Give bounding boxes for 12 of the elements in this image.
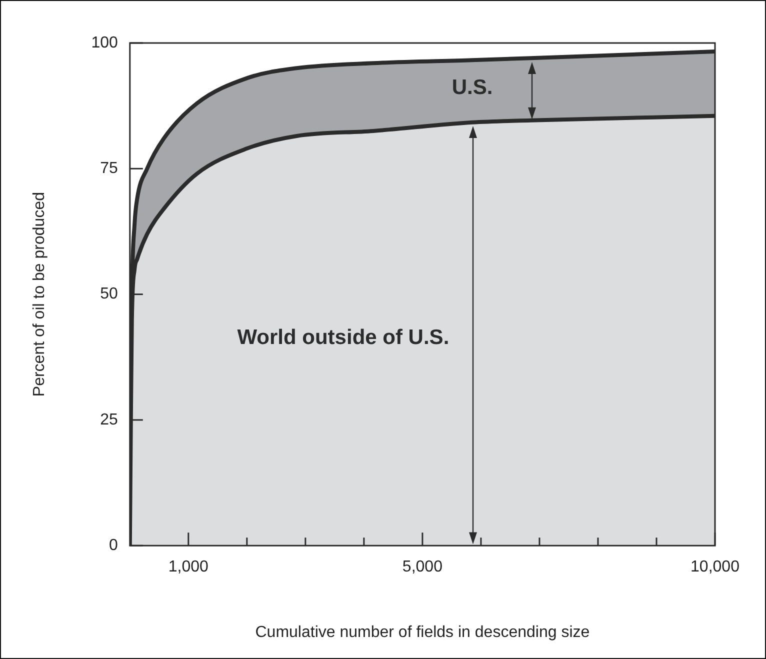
y-tick-label: 100 <box>91 34 118 52</box>
x-tick-label: 1,000 <box>168 558 209 576</box>
x-tick-label: 10,000 <box>690 558 740 576</box>
y-axis-title: Percent of oil to be produced <box>31 192 48 397</box>
series-label: U.S. <box>452 76 493 100</box>
y-tick-label: 0 <box>108 537 118 554</box>
y-tick-label: 50 <box>100 286 118 303</box>
y-tick-label: 75 <box>100 160 118 178</box>
x-axis-title: Cumulative number of fields in descending size <box>255 624 590 641</box>
y-tick-label: 25 <box>100 411 118 428</box>
x-tick-label: 5,000 <box>402 558 443 576</box>
series-label: World outside of U.S. <box>237 326 450 350</box>
